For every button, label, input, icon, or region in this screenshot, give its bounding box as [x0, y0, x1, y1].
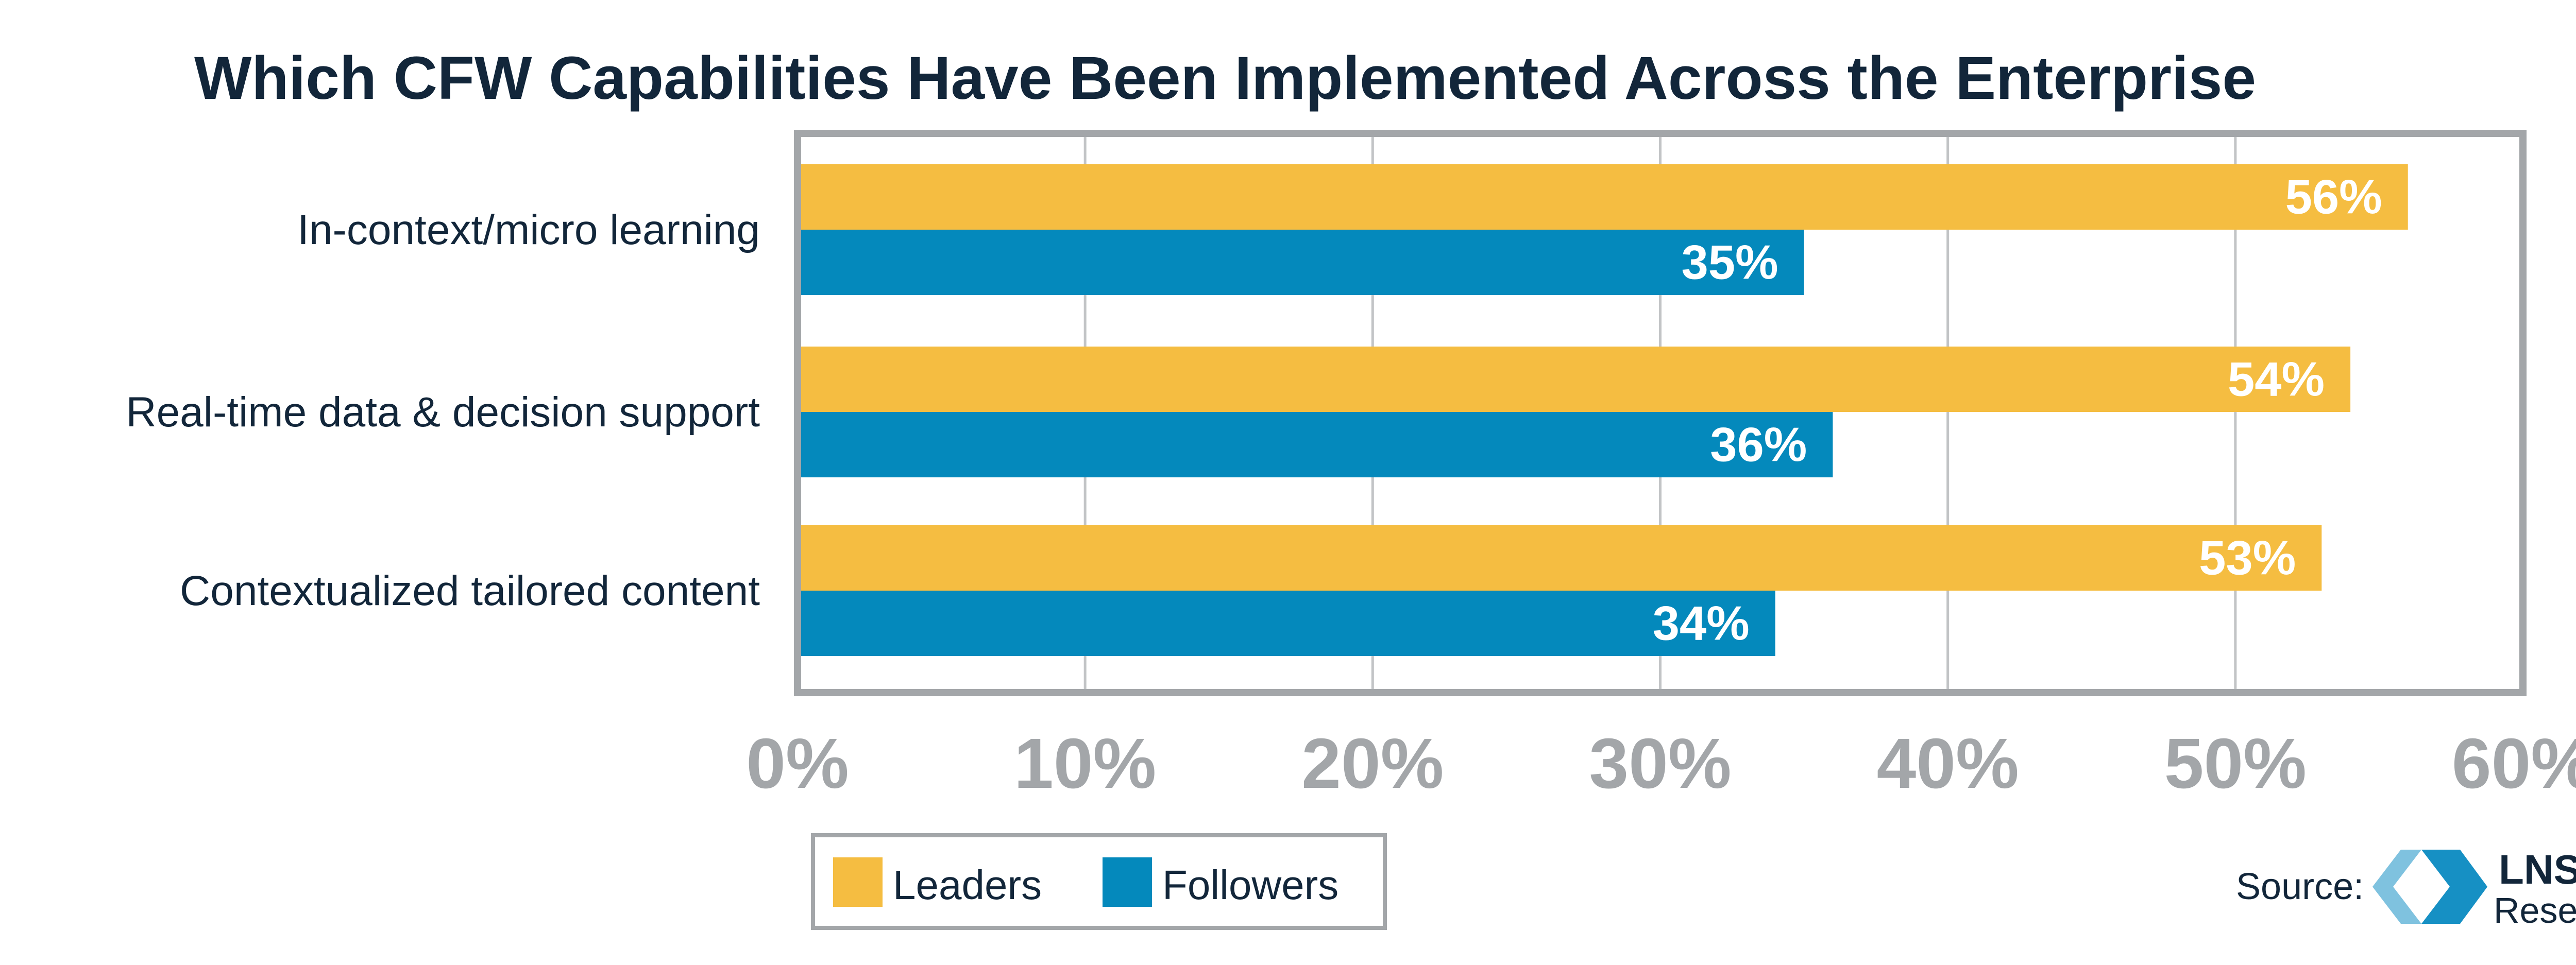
x-tick-label: 40% [1877, 724, 2019, 803]
bar-followers [798, 412, 1833, 477]
legend-swatch-followers [1103, 857, 1152, 907]
plot-frame [794, 130, 2527, 696]
chart-title: Which CFW Capabilities Have Been Impleme… [194, 44, 2256, 112]
bar-followers [798, 591, 1775, 656]
x-tick-label: 20% [1301, 724, 1444, 803]
bar-leaders [798, 525, 2322, 591]
logo-text-research: Research [2494, 890, 2576, 930]
x-axis-tick-labels: 0% 10% 20% 30% 40% 50% 60% [746, 724, 2576, 803]
category-label: Real-time data & decision support [126, 389, 760, 436]
category-labels: In-context/micro learning Real-time data … [126, 206, 760, 614]
bar-followers [798, 230, 1804, 295]
category-label: Contextualized tailored content [180, 567, 760, 614]
x-tick-label: 50% [2164, 724, 2307, 803]
bar-value-label: 36% [1710, 418, 1807, 472]
bar-leaders [798, 347, 2351, 412]
x-tick-label: 10% [1014, 724, 1156, 803]
bar-value-label: 35% [1681, 235, 1778, 289]
category-label: In-context/micro learning [297, 206, 760, 253]
lns-logo-icon [2372, 850, 2487, 924]
plot-frame-rect [794, 130, 2527, 696]
legend-swatch-leaders [833, 857, 883, 907]
legend-label-followers: Followers [1162, 862, 1338, 908]
legend-frame [811, 833, 1387, 930]
bar-value-label: 56% [2285, 170, 2382, 224]
logo-text-lns: LNS [2499, 847, 2576, 892]
x-tick-label: 60% [2452, 724, 2576, 803]
x-tick-label: 30% [1589, 724, 1731, 803]
bars: 56% 54% 53% 35% 36% 34% [798, 164, 2408, 656]
bar-leaders [798, 164, 2408, 230]
legend: Leaders Followers [811, 833, 1387, 930]
source-label: Source: [2236, 866, 2364, 907]
bar-value-label: 53% [2199, 531, 2296, 585]
bar-value-label: 54% [2228, 352, 2325, 406]
legend-label-leaders: Leaders [893, 862, 1042, 908]
source-attribution: Source: LNS Research [2236, 847, 2576, 930]
x-tick-label: 0% [746, 724, 849, 803]
bar-value-label: 34% [1653, 596, 1750, 650]
